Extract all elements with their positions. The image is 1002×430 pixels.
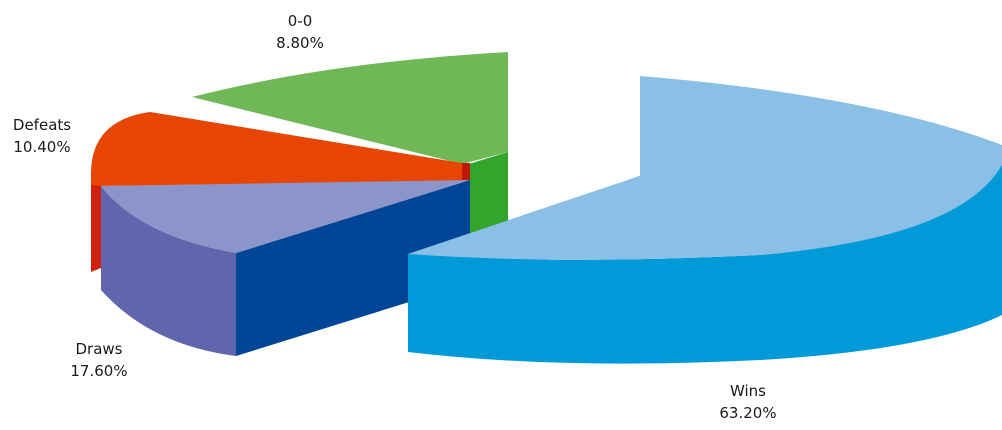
slice-defeats-top — [91, 112, 462, 186]
label-0-0-percent: 8.80% — [276, 34, 324, 52]
label-wins-name: Wins — [730, 382, 766, 400]
slice-wins-top — [408, 76, 1002, 260]
slice-0-0-top — [192, 52, 508, 164]
slice-draws-side-curve — [101, 186, 236, 356]
slice-0-0-side-right — [462, 152, 508, 236]
slice-draws-top — [101, 180, 470, 253]
slice-group-draws — [101, 180, 470, 356]
slice-group-wins — [408, 76, 1002, 364]
label-draws-percent: 17.60% — [70, 362, 127, 380]
label-defeats-name: Defeats — [13, 116, 71, 134]
slice-defeats-side-front — [91, 170, 101, 272]
slice-wins-side-front — [408, 145, 1002, 364]
slice-group-defeats — [91, 112, 470, 272]
label-0-0-name: 0-0 — [288, 12, 313, 30]
label-wins-percent: 63.20% — [719, 404, 776, 422]
label-defeats-percent: 10.40% — [13, 138, 70, 156]
slice-draws-side-front — [236, 180, 470, 356]
slice-group-0-0 — [192, 52, 508, 236]
label-draws-name: Draws — [76, 340, 123, 358]
slice-defeats-side-right — [462, 163, 470, 181]
